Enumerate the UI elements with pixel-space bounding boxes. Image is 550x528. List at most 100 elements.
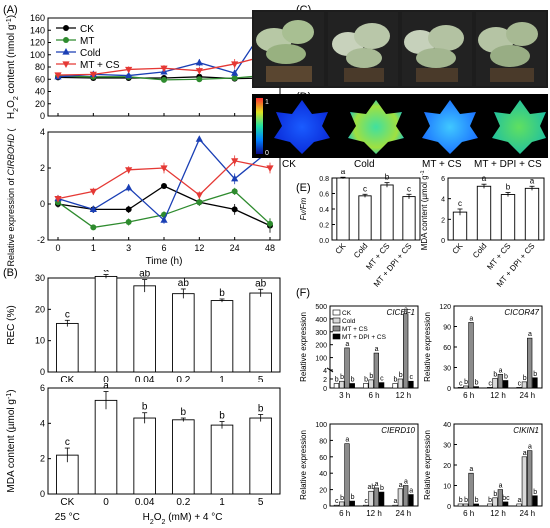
significance-letter: a	[103, 382, 109, 392]
legend-label: MT + CS	[342, 326, 368, 333]
bar	[532, 377, 538, 389]
leaf-cold	[348, 100, 404, 154]
bar	[368, 379, 374, 389]
y-tick-label: 60	[35, 74, 45, 84]
fluorescence-svg: 1 0	[256, 98, 546, 157]
plant-photo-1	[254, 12, 324, 86]
bar	[333, 383, 340, 389]
bar	[349, 383, 355, 389]
panel-label-f: (F)	[296, 287, 311, 299]
significance-letter: b	[488, 497, 492, 504]
data-point	[125, 206, 132, 213]
significance-letter: c	[407, 184, 411, 193]
significance-letter: b	[380, 485, 384, 492]
legend-swatch	[332, 325, 341, 332]
bar	[378, 382, 385, 389]
plot-frame	[47, 277, 281, 373]
data-point	[89, 188, 97, 196]
legend-marker	[63, 25, 69, 31]
x-tick-label: 6 h	[339, 509, 350, 518]
significance-letter: b	[493, 491, 497, 498]
bar	[380, 184, 394, 241]
y-tick-label: 20	[35, 304, 45, 314]
bar	[94, 399, 118, 495]
significance-letter: c	[518, 380, 522, 387]
x-tick-label: CK	[450, 241, 464, 256]
bar	[524, 187, 540, 241]
significance-letter: c	[65, 309, 70, 320]
cicbf1-bar-chart: 0 2 4 100 200 300 400 500 Relative expression CIC…	[299, 304, 419, 400]
significance-letter: a	[341, 170, 346, 176]
mda-bar-chart-b: 0 2 4 6 c CK a 0 b 0.04 b 0.2 b 1 b 5 MDA content (µmol …	[6, 382, 281, 526]
bar	[336, 177, 350, 241]
significance-letter: bc	[502, 495, 510, 502]
bar	[249, 292, 272, 373]
h2o2-line-chart: 0 20 40 60 80 100 120 140 160 H2O2 content (nmol …	[6, 13, 281, 121]
x-tick-label: 6	[161, 243, 166, 253]
bar	[339, 380, 345, 389]
significance-letter: a	[375, 481, 379, 488]
y-tick-label: 0	[40, 489, 45, 499]
bar	[339, 501, 345, 507]
bar	[133, 417, 156, 495]
y-tick-label: 40	[443, 422, 451, 429]
chart-title: CIERD10	[381, 426, 415, 435]
y-tick-label: 80	[319, 438, 327, 445]
y-tick-label: 100	[30, 50, 45, 60]
data-point	[89, 71, 97, 79]
data-point	[196, 199, 203, 206]
legend-label: Cold	[80, 48, 101, 59]
y-tick-label: 30	[443, 443, 451, 450]
scale-top-label: 1	[265, 99, 269, 106]
x-tick-label: 24 h	[520, 391, 536, 400]
bar	[403, 485, 409, 507]
legend-label: CK	[80, 24, 94, 35]
bar	[497, 489, 503, 507]
significance-letter: a	[409, 488, 413, 495]
y-tick-label: 80	[35, 62, 45, 72]
y-tick-label: 0.4	[319, 207, 329, 214]
bar	[476, 185, 492, 241]
bar	[527, 337, 533, 389]
bar	[210, 300, 234, 373]
significance-letter: c	[410, 374, 414, 381]
significance-letter: a	[499, 483, 503, 490]
data-point	[54, 196, 62, 203]
bar	[363, 383, 369, 389]
panel-label-a: (A)	[3, 4, 18, 16]
data-point	[231, 75, 238, 82]
x-tick-label: 0.04	[135, 497, 155, 508]
significance-letter: a	[528, 444, 532, 451]
y-tick-label: 20	[319, 488, 327, 495]
significance-letter: b	[399, 372, 403, 379]
significance-letter: a	[530, 176, 535, 185]
bar	[532, 495, 538, 507]
x-tick-label: 24 h	[396, 509, 412, 518]
y-tick-label: 60	[319, 455, 327, 462]
bar	[500, 194, 516, 241]
data-point	[161, 183, 167, 189]
x-tick-label: 0	[103, 375, 109, 382]
x-tick-label: 48	[265, 243, 275, 253]
fluor-label-cold: Cold	[354, 159, 375, 170]
bar	[368, 490, 374, 507]
bar	[392, 383, 398, 389]
significance-letter: c	[364, 498, 368, 505]
x-group-label-left: 25 °C	[55, 512, 80, 523]
x-tick-label: 1	[219, 497, 225, 508]
y-tick-label: 0	[323, 504, 327, 511]
panel-label-e: (E)	[296, 182, 311, 194]
x-tick-label: 0	[55, 243, 60, 253]
data-point	[160, 165, 168, 172]
bar	[521, 381, 528, 389]
leaf-mt-dpi-cs	[492, 100, 546, 154]
legend-swatch	[332, 317, 341, 324]
bar	[349, 500, 355, 507]
bar	[492, 497, 498, 507]
y-tick-label: 0	[40, 367, 45, 377]
significance-letter: a	[469, 315, 473, 322]
legend-marker	[62, 48, 70, 55]
plant-photo-4	[476, 12, 546, 86]
panel-label-b: (B)	[3, 267, 18, 279]
